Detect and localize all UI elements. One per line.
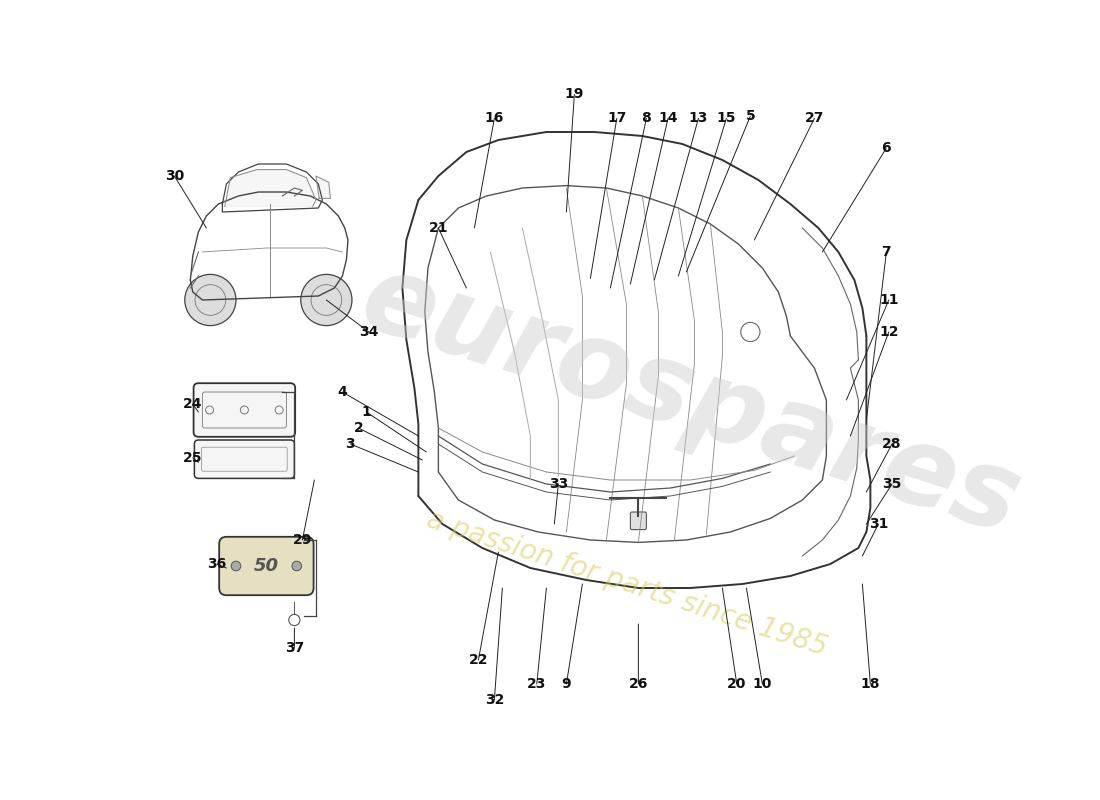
Text: 13: 13 bbox=[689, 111, 708, 126]
Text: 9: 9 bbox=[562, 677, 571, 691]
Text: 6: 6 bbox=[881, 141, 891, 155]
Text: a passion for parts since 1985: a passion for parts since 1985 bbox=[422, 506, 830, 662]
Text: 29: 29 bbox=[293, 533, 312, 547]
Text: 3: 3 bbox=[345, 437, 355, 451]
Text: 28: 28 bbox=[882, 437, 902, 451]
Text: 37: 37 bbox=[285, 641, 304, 655]
Text: 10: 10 bbox=[752, 677, 772, 691]
Polygon shape bbox=[316, 176, 330, 198]
Polygon shape bbox=[224, 170, 316, 206]
FancyBboxPatch shape bbox=[194, 383, 295, 437]
Text: 25: 25 bbox=[183, 450, 202, 465]
Circle shape bbox=[300, 274, 352, 326]
Text: 12: 12 bbox=[879, 325, 899, 339]
Text: 11: 11 bbox=[879, 293, 899, 307]
FancyBboxPatch shape bbox=[630, 512, 647, 530]
Text: 22: 22 bbox=[469, 653, 488, 667]
Text: 16: 16 bbox=[485, 111, 504, 126]
Text: 34: 34 bbox=[359, 325, 378, 339]
FancyBboxPatch shape bbox=[195, 440, 295, 478]
Text: 27: 27 bbox=[805, 111, 824, 126]
Text: 14: 14 bbox=[658, 111, 678, 126]
Text: 50: 50 bbox=[254, 557, 279, 575]
Text: 30: 30 bbox=[165, 169, 184, 183]
Text: 35: 35 bbox=[882, 477, 902, 491]
Text: 33: 33 bbox=[549, 477, 568, 491]
Text: 32: 32 bbox=[485, 693, 504, 707]
Text: 17: 17 bbox=[607, 111, 627, 126]
Text: 31: 31 bbox=[869, 517, 888, 531]
Text: 23: 23 bbox=[527, 677, 547, 691]
Text: 24: 24 bbox=[183, 397, 202, 411]
FancyBboxPatch shape bbox=[219, 537, 314, 595]
Text: 4: 4 bbox=[338, 385, 348, 399]
Text: 2: 2 bbox=[353, 421, 363, 435]
Text: 36: 36 bbox=[207, 557, 227, 571]
Text: 5: 5 bbox=[746, 109, 756, 123]
Text: 19: 19 bbox=[564, 87, 584, 102]
Text: 18: 18 bbox=[860, 677, 880, 691]
Text: 1: 1 bbox=[362, 405, 372, 419]
Text: 26: 26 bbox=[629, 677, 648, 691]
Text: 7: 7 bbox=[881, 245, 891, 259]
Text: 15: 15 bbox=[716, 111, 736, 126]
Text: 21: 21 bbox=[429, 221, 448, 235]
Circle shape bbox=[292, 562, 301, 571]
Circle shape bbox=[185, 274, 236, 326]
Text: 8: 8 bbox=[641, 111, 651, 126]
Text: eurospares: eurospares bbox=[348, 244, 1033, 556]
Text: 20: 20 bbox=[727, 677, 747, 691]
Circle shape bbox=[231, 562, 241, 571]
